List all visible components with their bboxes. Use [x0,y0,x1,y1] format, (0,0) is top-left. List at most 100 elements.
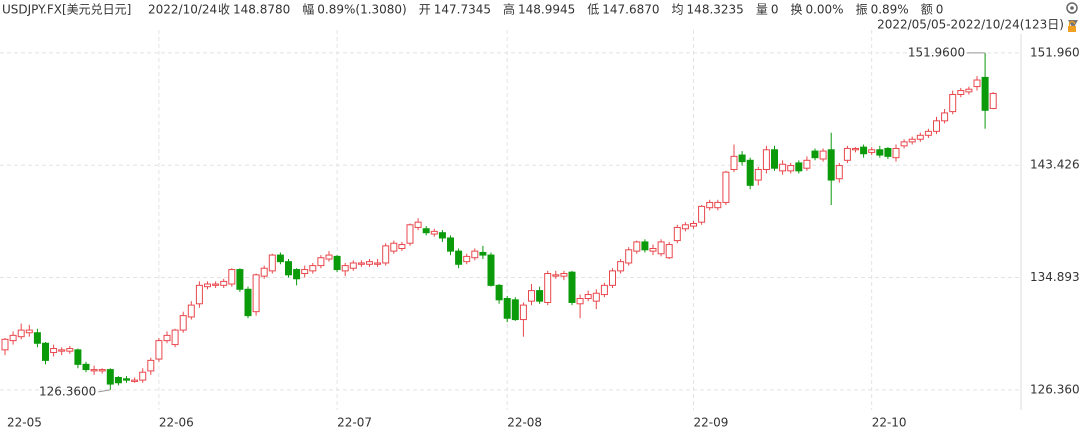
candle-body [260,267,268,277]
candle-body [503,298,511,319]
candle-body [422,228,430,234]
candle-body [576,298,584,305]
high-label: 151.9600 [908,45,965,59]
candle-body [787,165,795,172]
candle-body [17,329,25,338]
field-value: 0.89%(1.3080) [317,3,406,17]
candle-body [803,159,811,169]
candle-body [155,340,163,360]
candle-body [584,294,592,300]
field-label: 低 [587,3,599,17]
candle-body [892,147,900,159]
candle-body [949,93,957,113]
y-tick-label: 151.9600 [1030,45,1080,59]
candle-body [398,244,406,249]
candle-body [390,242,398,252]
candle-body [795,162,803,172]
candle-body [163,334,171,342]
candle-body [706,201,714,209]
candle-body [698,205,706,223]
candle-body [536,290,544,302]
candle-body [276,254,284,263]
candle-body [471,250,479,259]
candle-body [609,270,616,286]
candle-body [625,249,633,264]
lock-body[interactable] [1068,26,1076,32]
field-value: 0.89% [871,3,909,17]
field-label: 高 [503,2,515,17]
x-tick-label: 22-09 [694,416,729,430]
candle-body [204,283,211,288]
candle-body [868,149,876,153]
candle-body [479,251,487,256]
candle-body [114,376,122,384]
candle-body [981,76,989,111]
candle-body [924,130,932,136]
field-label: 振 [856,3,868,17]
candle-body [568,271,576,303]
candle-body [552,274,560,277]
candle-body [665,244,673,259]
candle-body [519,304,527,321]
candle-body [139,371,147,381]
candle-body [106,369,114,385]
candle-body [941,112,949,122]
candle-body [293,269,301,280]
candle-body [252,274,260,313]
x-tick-label: 22-08 [507,416,542,430]
lock-shackle[interactable] [1068,20,1076,27]
candle-body [560,273,568,277]
candle-body [690,222,697,227]
candle-body [852,147,859,151]
candle-body [528,290,535,302]
field-label: 量 [756,3,768,17]
field-value: 0.00% [805,3,843,17]
candle-body [195,284,203,305]
candle-body [220,280,228,286]
candle-body [236,269,244,290]
candle-body [762,149,770,171]
candle-body [544,273,552,303]
candle-body [965,88,973,93]
settings-icon[interactable] [1066,2,1078,14]
candle-body [811,150,819,159]
candle-body [746,159,754,186]
candle-body [738,154,746,163]
candle-body [681,224,689,230]
candle-body [617,261,625,272]
candle-body [382,245,390,264]
low-label: 126.3600 [39,384,96,398]
date-range[interactable]: 2022/05/05-2022/10/24(123日) [877,18,1064,32]
candle-body [333,255,341,271]
candle-body [1,338,9,351]
x-tick-label: 22-06 [159,416,194,430]
candle-body [42,342,49,361]
candle-body [187,304,195,318]
candle-body [179,315,187,331]
candle-body [455,250,463,265]
candle-body [244,288,252,317]
candle-body [131,379,139,382]
field-label: 换 [790,3,802,17]
gear[interactable] [1066,2,1078,14]
candle-body [171,329,179,346]
candle-body [438,232,446,239]
candle-body [430,230,438,235]
gear-hub[interactable] [1070,6,1074,10]
candle-body [771,149,778,169]
field-label: 额 [921,3,933,17]
lock-icon[interactable] [1068,20,1076,33]
candle-body [366,261,373,265]
field-value: 148.3235 [687,3,744,17]
candle-body [730,155,738,171]
candle-body [447,237,454,252]
y-tick-label: 143.4267 [1030,158,1080,172]
candle-body [123,378,130,381]
candle-body [463,255,471,263]
candle-body [50,348,58,353]
candle-body [916,134,924,140]
candle-body [285,261,292,276]
low-pointer [98,389,111,393]
field-label: 收 [218,3,230,17]
candle-body [98,369,106,372]
